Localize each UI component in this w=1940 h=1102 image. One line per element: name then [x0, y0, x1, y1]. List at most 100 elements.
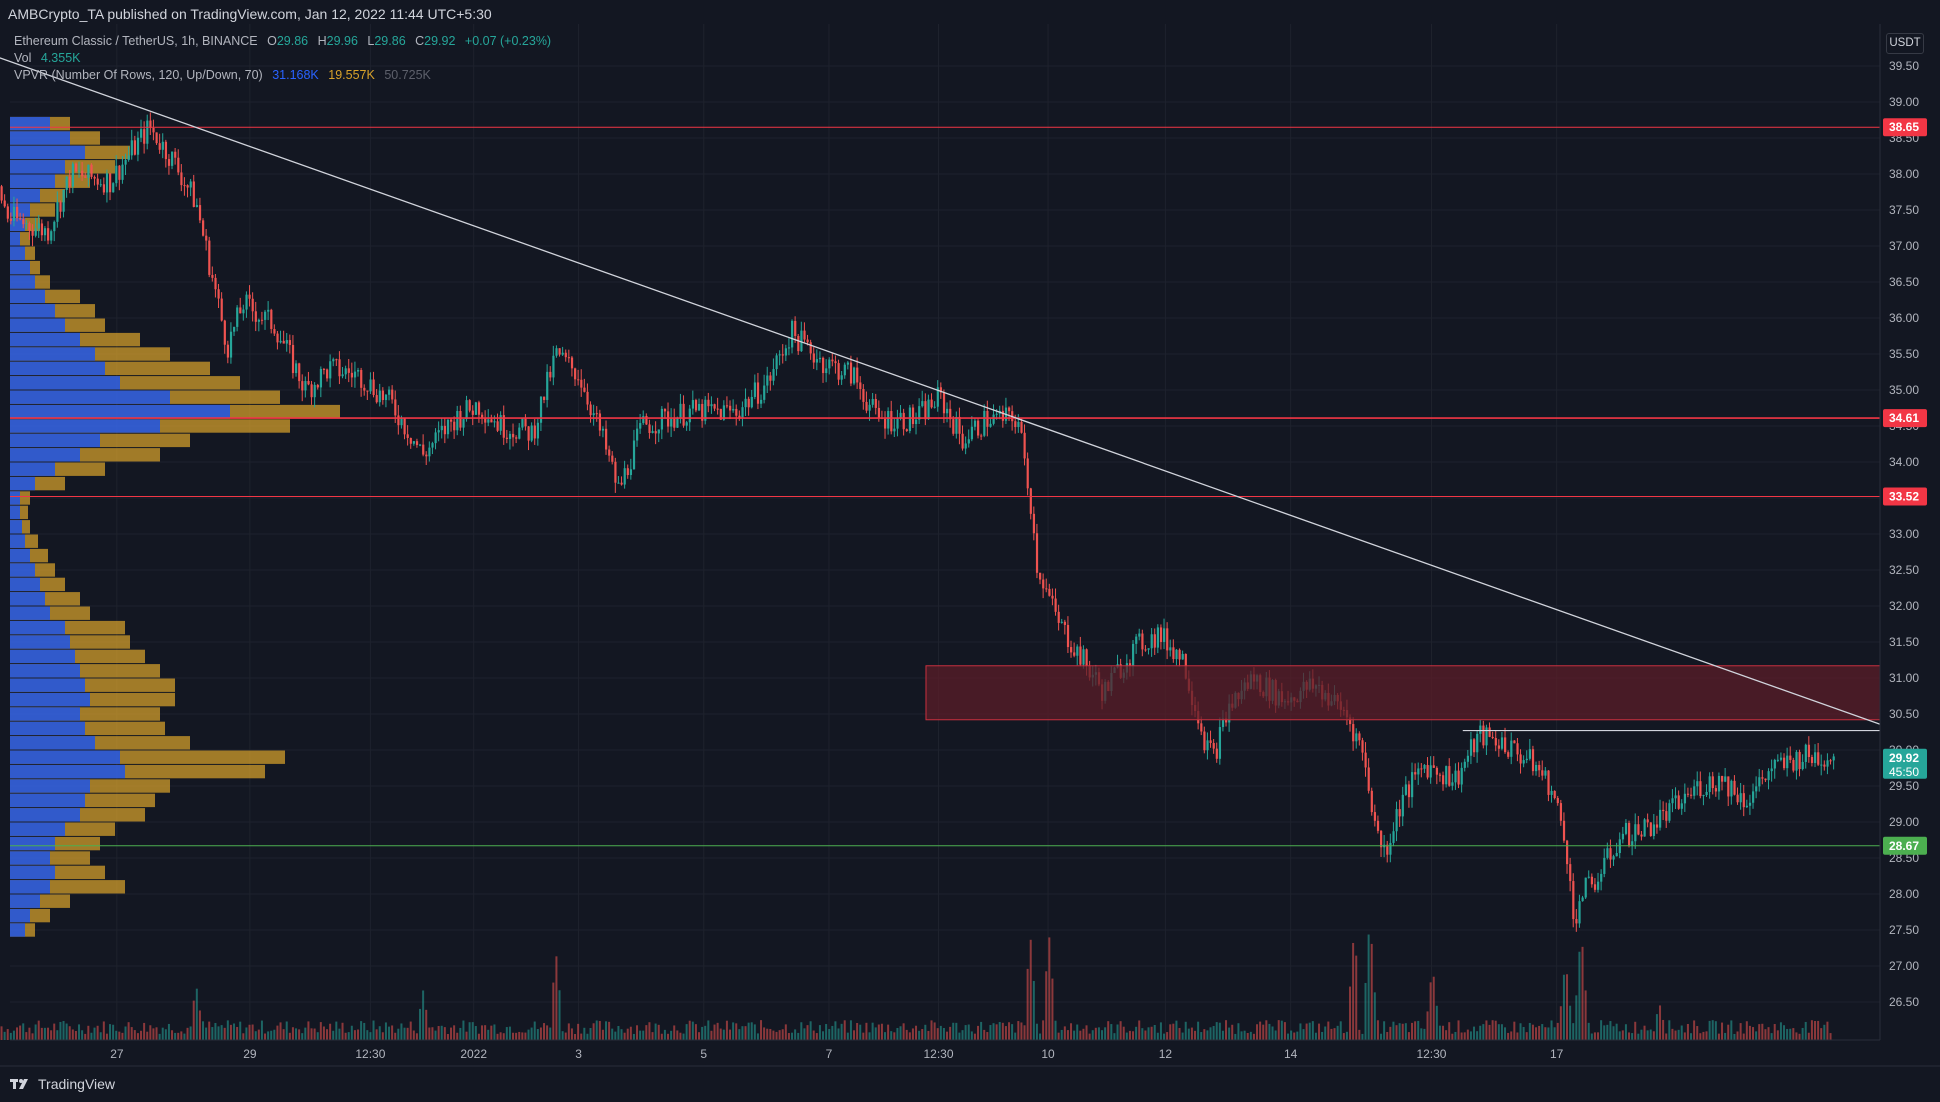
candle-body	[1066, 624, 1070, 648]
volume-bar	[304, 1027, 307, 1040]
candle-body	[329, 361, 332, 379]
legend-vpvr-row[interactable]: VPVR (Number Of Rows, 120, Up/Down, 70) …	[14, 67, 551, 84]
volume-bar	[1705, 1031, 1708, 1040]
volume-bar	[648, 1022, 651, 1040]
volume-bar	[347, 1032, 350, 1040]
volume-bar	[834, 1021, 837, 1040]
volume-bar	[1339, 1021, 1342, 1040]
candle-body	[570, 357, 574, 369]
volume-bar	[877, 1024, 880, 1040]
currency-label[interactable]: USDT	[1886, 33, 1924, 54]
volume-bar	[722, 1029, 725, 1040]
volume-bar	[772, 1030, 775, 1040]
volume-bar	[1122, 1026, 1125, 1040]
volume-bar	[1119, 1021, 1122, 1040]
candle-body	[1646, 819, 1649, 823]
volume-bar	[6, 1029, 9, 1040]
candle-body	[28, 223, 31, 231]
candle-body	[1528, 749, 1532, 759]
volume-bar	[446, 1033, 449, 1040]
candle-body	[1674, 795, 1677, 799]
volume-bar	[660, 1033, 663, 1040]
price-tag-38.65: 38.65	[1889, 120, 1919, 134]
candle-body	[1745, 805, 1749, 808]
candle-body	[112, 183, 115, 193]
vpvr-bar-up	[10, 721, 85, 736]
legend-vol-value: 4.355K	[40, 51, 81, 65]
candle-body	[735, 408, 738, 416]
volume-bar	[555, 956, 558, 1040]
candle-body	[428, 447, 431, 457]
volume-bar	[809, 1021, 812, 1040]
volume-bar	[828, 1029, 831, 1040]
volume-bar	[549, 1027, 552, 1040]
candle-body	[369, 379, 372, 392]
candle-body	[1631, 841, 1634, 846]
candle-body	[1705, 791, 1708, 796]
vpvr-bar-up	[10, 160, 65, 174]
volume-bar	[1640, 1029, 1643, 1040]
volume-bar	[1268, 1023, 1271, 1040]
volume-bar	[986, 1032, 989, 1040]
candle-body	[769, 375, 772, 381]
volume-bar	[257, 1029, 260, 1040]
candle-body	[1547, 770, 1550, 795]
volume-bar	[1547, 1027, 1550, 1040]
volume-bar	[577, 1023, 580, 1040]
candle-body	[270, 309, 273, 330]
candle-body	[1550, 790, 1553, 795]
candle-body	[543, 396, 546, 400]
volume-bar	[1364, 982, 1367, 1040]
volume-bar	[1305, 1023, 1308, 1040]
volume-bar	[899, 1026, 902, 1040]
candle-body	[694, 400, 698, 411]
candle-body	[121, 164, 124, 180]
candle-body	[443, 425, 447, 435]
legend-volume-row[interactable]: Vol 4.355K	[14, 50, 551, 67]
volume-bar	[955, 1022, 958, 1040]
candle-body	[1156, 627, 1160, 648]
candle-body	[1677, 795, 1680, 809]
candle-body	[31, 230, 34, 236]
candle-body	[1389, 842, 1392, 855]
candle-body	[183, 185, 186, 187]
candle-body	[942, 392, 946, 414]
volume-bar	[1476, 1031, 1479, 1040]
candle-body	[1814, 752, 1817, 764]
legend-ohlc-row[interactable]: Ethereum Classic / TetherUS, 1h, BINANCE…	[14, 33, 551, 50]
candle-body	[1386, 844, 1389, 855]
volume-bar	[1690, 1033, 1693, 1040]
volume-bar	[298, 1029, 301, 1040]
volume-bar	[760, 1020, 763, 1040]
volume-bar	[9, 1032, 12, 1040]
candle-body	[784, 348, 788, 356]
publish-info: AMBCrypto_TA published on TradingView.co…	[8, 6, 492, 22]
candle-body	[214, 277, 217, 290]
volume-bar	[105, 1033, 108, 1040]
candle-body	[130, 140, 133, 156]
candle-body	[1652, 824, 1656, 836]
volume-bar	[1652, 1031, 1655, 1040]
candle-body	[254, 311, 257, 322]
legend-low: 29.86	[374, 34, 406, 48]
volume-bar	[1035, 1023, 1038, 1040]
volume-bar	[505, 1027, 508, 1040]
volume-bar	[1079, 1030, 1082, 1040]
volume-bar	[1559, 1006, 1562, 1040]
volume-bar	[1209, 1027, 1212, 1040]
volume-bar	[1466, 1029, 1469, 1040]
candle-body	[930, 399, 933, 408]
volume-bar	[1020, 1022, 1023, 1040]
volume-bar	[1438, 1025, 1441, 1040]
candle-body	[1376, 820, 1380, 831]
candle-body	[1832, 756, 1835, 761]
tradingview-logo-icon	[10, 1079, 28, 1089]
vpvr-bar-up	[10, 664, 80, 678]
candle-body	[1175, 649, 1178, 660]
volume-bar	[391, 1025, 394, 1040]
volume-bar	[1407, 1032, 1410, 1040]
candle-body	[87, 164, 90, 178]
volume-bar	[1730, 1020, 1733, 1040]
volume-bar	[849, 1020, 852, 1040]
